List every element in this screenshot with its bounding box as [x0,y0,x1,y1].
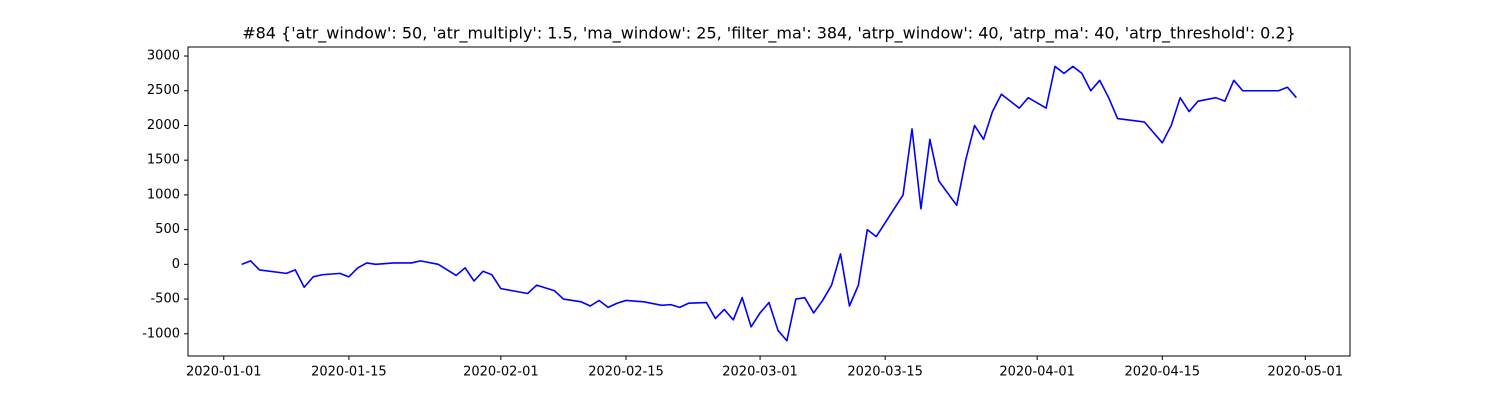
x-tick-label: 2020-01-15 [311,365,387,380]
x-tick-label: 2020-04-01 [999,365,1075,380]
line [241,65,1297,342]
x-tick-label: 2020-05-01 [1268,365,1344,380]
x-tick-label: 2020-04-15 [1125,365,1201,380]
y-tick-label: 1500 [147,153,180,168]
y-tick-label: 0 [172,257,180,272]
x-tick-label: 2020-02-15 [588,365,664,380]
plot-frame [187,46,1351,357]
x-tick-label: 2020-01-01 [186,365,262,380]
y-tick-label: 2000 [147,118,180,133]
y-tick-label: 2500 [147,83,180,98]
x-tick-label: 2020-03-15 [847,365,923,380]
y-tick-label: -1000 [142,326,180,341]
y-tick-label: 1000 [147,187,180,202]
chart-title: #84 {'atr_window': 50, 'atr_multiply': 1… [242,24,1296,44]
y-tick-label: 3000 [147,49,180,64]
x-tick-label: 2020-03-01 [722,365,798,380]
y-tick-label: -500 [150,292,180,307]
y-tick-label: 500 [155,222,180,237]
x-tick-label: 2020-02-01 [463,365,539,380]
